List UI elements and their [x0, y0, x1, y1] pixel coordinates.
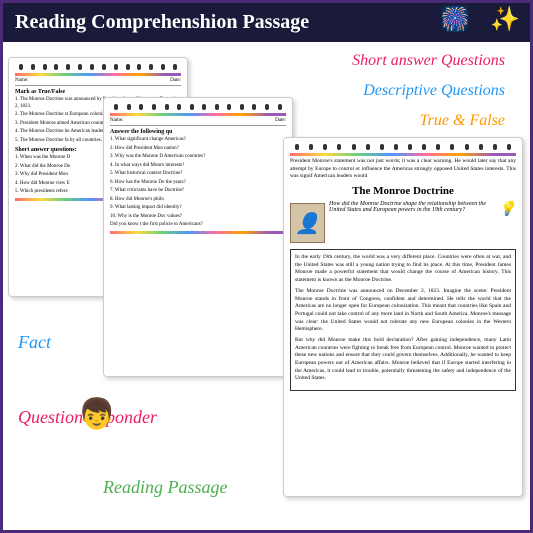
passage-paragraph: In the early 19th century, the world was… — [295, 254, 511, 285]
cartoon-child-icon: 👦 — [78, 397, 113, 442]
desc-question: 10. Why is the Monroe Doc values? — [110, 214, 286, 221]
passage-paragraph: The Monroe Doctrine was announced on Dec… — [295, 288, 511, 334]
desc-question: 3. Why was the Monroe D American countri… — [110, 154, 286, 161]
color-divider — [110, 113, 286, 116]
desc-question: 7. What criticisms have be Doctrine? — [110, 188, 286, 195]
reading-passage-page: President Monroe's statement was not jus… — [283, 137, 523, 497]
intro-text: President Monroe's statement was not jus… — [290, 158, 516, 181]
label-passage: Reading Passage — [103, 477, 227, 498]
desc-question: 5. What historical context Doctrine? — [110, 171, 286, 178]
worksheet-page-2: Name: Date: Answer the following qu 1. W… — [103, 97, 293, 377]
desc-question: 1. What significant change Americas? — [110, 137, 286, 144]
passage-subtitle: How did the Monroe Doctrine shape the re… — [329, 201, 486, 213]
date-field: Date: — [275, 118, 286, 123]
date-field: Date: — [170, 78, 181, 83]
answer-section-title: Answer the following qu — [110, 129, 286, 135]
label-descriptive: Descriptive Questions — [363, 82, 505, 100]
desc-question: 8. How did Monroe's philo — [110, 197, 286, 204]
lightbulb-icon: 💡 — [499, 201, 516, 218]
page-title: Reading Comprehenshion Passage — [15, 11, 309, 33]
desc-question: 4. In what ways did Monro interests? — [110, 163, 286, 170]
passage-title: The Monroe Doctrine — [290, 185, 516, 197]
firework-icon: ✨ — [490, 5, 520, 34]
color-divider — [110, 231, 286, 234]
desc-question: 2. How did President Mon nation? — [110, 146, 286, 153]
tf-section-title: Mark as True/False — [15, 89, 181, 95]
desc-question: 9. What lasting impact did identity? — [110, 205, 286, 212]
passage-paragraph: But why did Monroe make this bold declar… — [295, 337, 511, 383]
label-true-false: True & False — [420, 112, 505, 130]
name-field: Name: — [15, 78, 28, 83]
label-fact: Fact — [18, 332, 51, 353]
monroe-portrait: 👤 — [290, 203, 325, 243]
desc-question: 6. How has the Monroe Do the years? — [110, 180, 286, 187]
color-divider — [15, 73, 181, 76]
firework-icon: 🎆 — [440, 5, 470, 34]
name-field: Name: — [110, 118, 123, 123]
color-divider — [290, 153, 516, 156]
fact-text: Did you know t the first policie to Amer… — [110, 222, 286, 229]
label-short-answer: Short answer Questions — [352, 52, 505, 70]
